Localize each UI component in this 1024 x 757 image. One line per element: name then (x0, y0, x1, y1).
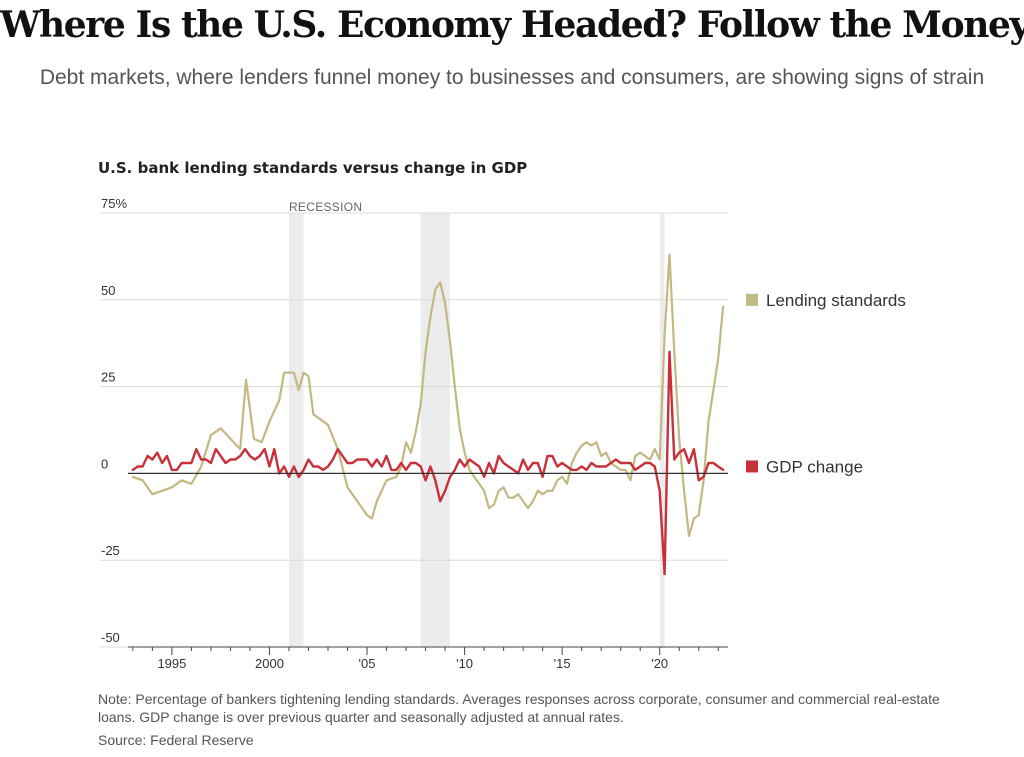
x-tick-label: 1995 (157, 656, 186, 671)
legend: Lending standards GDP change (746, 291, 906, 476)
headline: Where Is the U.S. Economy Headed? Follow… (0, 4, 1024, 46)
series-lines (128, 253, 728, 576)
grid-lines (100, 212, 728, 648)
series-lending-standards-line (131, 253, 725, 537)
y-tick-label: -25 (101, 543, 120, 558)
y-tick-label: 75% (101, 196, 127, 211)
legend-swatch-lending (746, 293, 758, 306)
x-tick-label: '10 (456, 656, 473, 671)
recession-band-1 (288, 213, 304, 647)
x-tick-label: '05 (359, 656, 376, 671)
recession-label: RECESSION (289, 200, 362, 214)
recession-band-3 (659, 213, 665, 647)
x-tick-label: '20 (651, 656, 668, 671)
chart-note: Note: Percentage of bankers tightening l… (98, 691, 940, 725)
y-tick-label: -50 (101, 630, 120, 645)
recession-band-2 (420, 213, 450, 647)
y-tick-label: 0 (101, 456, 108, 471)
y-tick-label: 25 (101, 370, 115, 385)
legend-swatch-gdp (746, 460, 758, 473)
chart-source: Source: Federal Reserve (98, 732, 254, 748)
legend-label-lending: Lending standards (766, 291, 906, 310)
line-chart: RECESSION 75% 50 25 0 -25 -50 1995 2000 '05 '10 '1… (100, 196, 906, 671)
subheadline: Debt markets, where lenders funnel money… (39, 66, 985, 89)
chart-title: U.S. bank lending standards versus chang… (98, 159, 528, 177)
x-tick-label: 2000 (255, 656, 284, 671)
axes: 75% 50 25 0 -25 -50 1995 2000 '05 '10 '15 '20 (101, 196, 728, 671)
x-tick-label: '15 (554, 656, 571, 671)
y-tick-label: 50 (101, 283, 115, 298)
recession-bands: RECESSION (288, 200, 665, 647)
legend-label-gdp: GDP change (766, 457, 863, 476)
